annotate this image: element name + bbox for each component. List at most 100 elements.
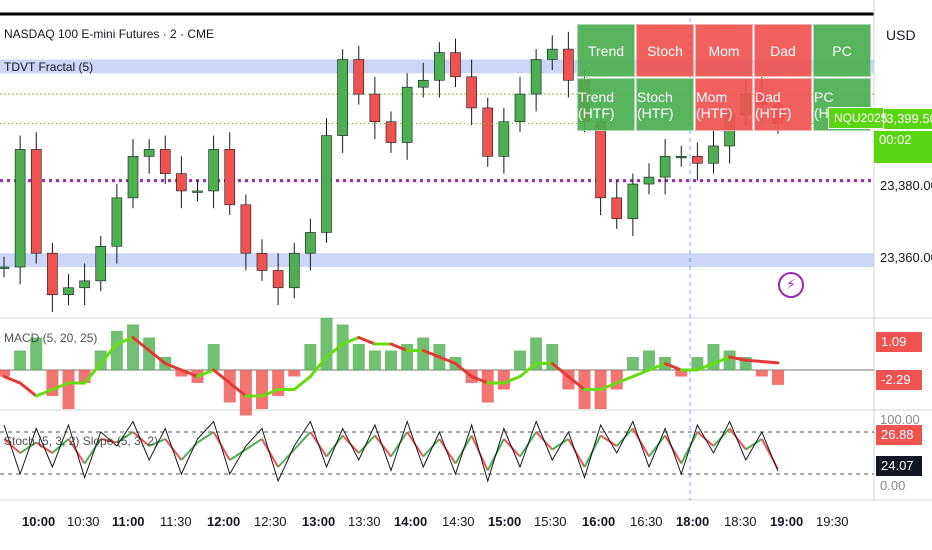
macd-signal-segment bbox=[115, 336, 135, 346]
macd-histogram-bar bbox=[772, 370, 784, 385]
macd-signal-segment bbox=[99, 342, 119, 365]
macd-pane-label: MACD (5, 20, 25) bbox=[4, 331, 98, 345]
time-tick: 19:00 bbox=[770, 514, 804, 529]
stoch-d-segment bbox=[196, 431, 215, 444]
macd-signal-segment bbox=[566, 375, 586, 391]
candle-body bbox=[498, 121, 510, 157]
candle-body bbox=[256, 252, 268, 271]
macd-signal-segment bbox=[421, 349, 441, 359]
macd-signal-segment bbox=[470, 375, 490, 385]
signal-cell-mom: Mom bbox=[695, 24, 753, 77]
macd-signal-segment bbox=[163, 362, 183, 372]
macd-signal-segment bbox=[389, 342, 409, 352]
time-tick: 10:00 bbox=[22, 514, 56, 529]
macd-histogram-bar bbox=[0, 370, 10, 377]
macd-value-1: 1.09 bbox=[876, 332, 922, 352]
macd-value-2: -2.29 bbox=[876, 370, 922, 390]
candle-body bbox=[530, 59, 542, 95]
macd-histogram-bar bbox=[481, 370, 494, 403]
macd-signal-segment bbox=[83, 362, 103, 385]
candle-body bbox=[708, 145, 719, 164]
currency-label[interactable]: USD bbox=[886, 27, 916, 43]
last-price-tag: 23,399.50 bbox=[874, 109, 932, 129]
stoch-d-segment bbox=[745, 438, 763, 451]
candle-body bbox=[417, 79, 429, 88]
macd-histogram-bar bbox=[352, 344, 365, 370]
macd-histogram-bar bbox=[336, 324, 349, 370]
stoch-d-segment bbox=[600, 434, 618, 447]
macd-signal-segment bbox=[212, 368, 232, 385]
macd-signal-segment bbox=[437, 355, 457, 365]
macd-signal-segment bbox=[50, 381, 70, 391]
stoch-d-segment bbox=[358, 434, 376, 454]
macd-histogram-bar bbox=[175, 370, 188, 377]
stoch-d-segment bbox=[3, 438, 21, 454]
candle-body bbox=[401, 86, 413, 143]
candle-body bbox=[337, 59, 348, 136]
signal-cell-stoch-htf: Stoch (HTF) bbox=[636, 78, 694, 131]
macd-histogram-bar bbox=[675, 370, 688, 377]
candle-body bbox=[224, 149, 236, 206]
time-tick: 11:00 bbox=[112, 514, 145, 529]
stoch-d-segment bbox=[438, 438, 457, 465]
macd-signal-segment bbox=[18, 381, 38, 398]
macd-signal-segment bbox=[179, 368, 199, 378]
candle-body bbox=[675, 156, 687, 159]
macd-signal-segment bbox=[615, 375, 635, 385]
macd-histogram-bar bbox=[723, 350, 736, 370]
candle-body bbox=[514, 93, 526, 123]
stoch-pane-label: Stoch (5, 3, 2) Slope (5, 3, 2) bbox=[4, 434, 159, 448]
candle-body bbox=[305, 232, 316, 254]
candle-body bbox=[627, 183, 639, 219]
candle-body bbox=[14, 149, 26, 268]
stoch-d-segment bbox=[551, 438, 569, 451]
candle-body bbox=[30, 149, 42, 254]
macd-histogram-bar bbox=[626, 357, 639, 370]
candle-body bbox=[595, 121, 606, 199]
candle-body bbox=[321, 135, 332, 233]
time-tick: 16:00 bbox=[582, 514, 616, 529]
stoch-d-segment bbox=[83, 438, 102, 465]
candle-body bbox=[611, 197, 623, 219]
candle-body bbox=[0, 266, 10, 269]
macd-signal-segment bbox=[647, 362, 667, 372]
time-tick: 10:30 bbox=[67, 514, 100, 529]
stoch-d-segment bbox=[632, 428, 650, 457]
stoch-d-segment bbox=[100, 438, 118, 444]
stoch-d-segment bbox=[19, 441, 37, 454]
macd-histogram-bar bbox=[385, 350, 397, 370]
macd-signal-segment bbox=[147, 349, 167, 365]
macd-signal-segment bbox=[308, 355, 328, 378]
stoch-d-segment bbox=[325, 434, 344, 458]
macd-histogram-bar bbox=[643, 350, 655, 370]
macd-signal-segment bbox=[599, 381, 619, 391]
macd-signal-segment bbox=[502, 375, 522, 385]
macd-signal-segment bbox=[760, 360, 780, 365]
stoch-d-segment bbox=[374, 434, 392, 458]
stoch-d-segment bbox=[116, 431, 134, 444]
macd-histogram-bar bbox=[239, 370, 252, 416]
time-tick: 16:30 bbox=[630, 514, 663, 529]
macd-histogram-bar bbox=[223, 370, 236, 403]
time-tick: 18:30 bbox=[724, 514, 757, 529]
signal-cell-mom-htf: Mom (HTF) bbox=[695, 78, 753, 131]
time-tick: 12:30 bbox=[254, 514, 287, 529]
macd-histogram-bar bbox=[207, 344, 220, 370]
macd-histogram-bar bbox=[417, 337, 430, 370]
candle-body bbox=[208, 149, 219, 192]
macd-signal-segment bbox=[34, 388, 54, 398]
lightning-icon[interactable]: ⚡ bbox=[778, 272, 804, 298]
candle-body bbox=[434, 52, 445, 81]
candle-body bbox=[272, 270, 284, 289]
time-tick: 13:00 bbox=[302, 514, 336, 529]
signal-table: Trend Stoch Mom Dad PC Trend (HTF) Stoch… bbox=[577, 24, 872, 132]
signal-cell-trend: Trend bbox=[577, 24, 635, 77]
time-tick: 13:30 bbox=[348, 514, 381, 529]
candle-body bbox=[288, 252, 300, 289]
time-tick: 19:30 bbox=[816, 514, 849, 529]
stoch-d-segment bbox=[567, 438, 586, 468]
time-tick: 18:00 bbox=[676, 514, 710, 529]
macd-signal-segment bbox=[631, 368, 651, 378]
stoch-d-segment bbox=[148, 438, 166, 447]
time-tick: 14:00 bbox=[394, 514, 428, 529]
